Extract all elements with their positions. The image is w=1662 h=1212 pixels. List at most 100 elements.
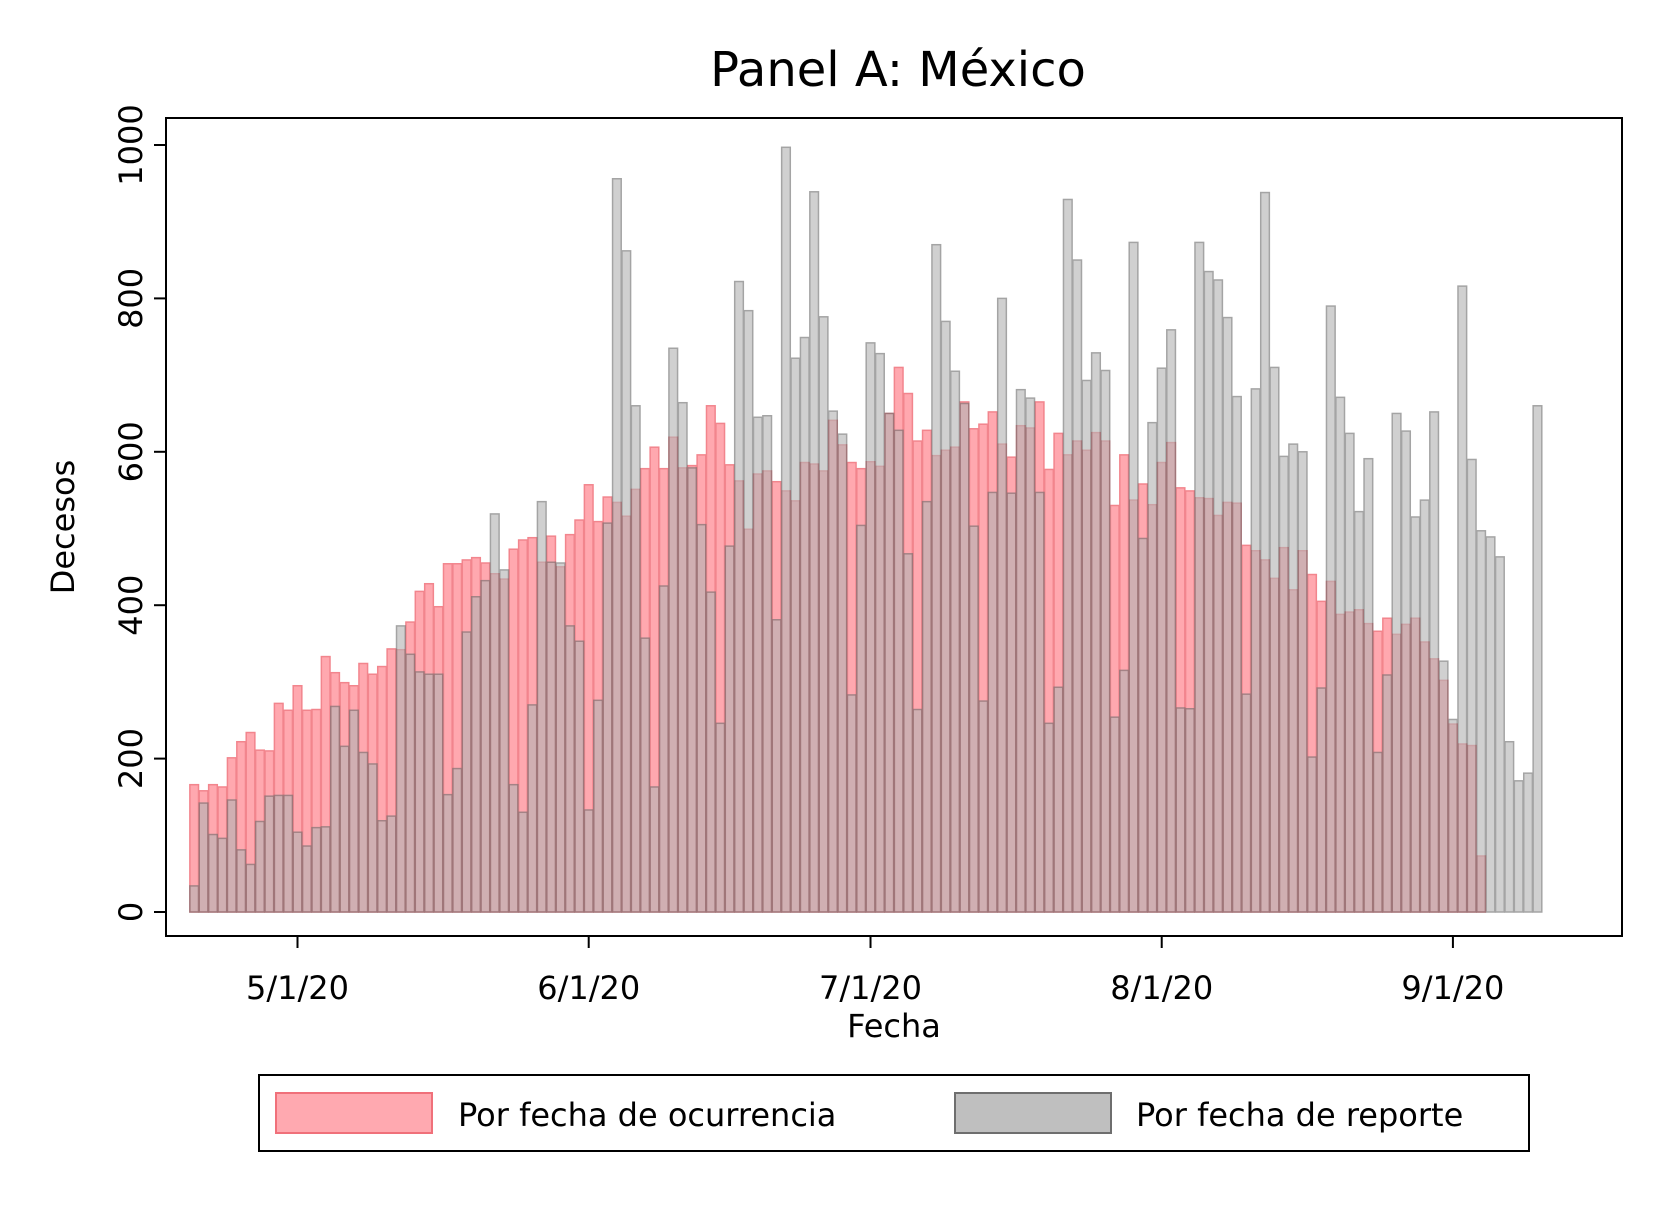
bar-reporte [414,671,425,913]
bar-reporte [1043,722,1055,913]
bar-reporte [1203,270,1214,913]
bar-reporte [1316,687,1327,913]
bar-reporte [1513,780,1524,913]
bar-reporte [593,699,604,913]
x-axis: 5/1/20 6/1/20 7/1/20 8/1/20 9/1/20 [246,936,1504,1007]
bar-reporte [1447,718,1458,913]
bar-reporte [405,653,416,913]
chart-title: Panel A: México [710,42,1086,98]
bar-reporte [1457,285,1468,913]
bar-reporte [959,402,970,913]
bar-reporte [1306,756,1318,913]
x-tick-label: 6/1/20 [537,969,640,1007]
bar-reporte [827,410,839,913]
bar-reporte [649,786,660,913]
bar-reporte [987,491,998,913]
bar-reporte [1081,379,1092,913]
bar-reporte [705,591,716,913]
bar-reporte [423,673,435,913]
bar-reporte [480,579,491,913]
bar-reporte [555,562,566,913]
bar-reporte [1090,352,1102,913]
bar-reporte [1353,510,1365,913]
bar-reporte [949,370,961,913]
bar-reporte [1184,708,1195,913]
bar-reporte [1231,395,1242,913]
bar-reporte [442,793,453,913]
bar-reporte [1466,458,1477,913]
bar-reporte [433,673,444,913]
bar-reporte [630,405,641,913]
bar-reporte [602,522,613,913]
bar-reporte [536,500,547,913]
bar-reporte [1485,536,1496,913]
legend-box [258,1074,1530,1152]
bar-reporte [1034,491,1045,913]
bar-reporte [658,585,669,913]
bar-reporte [517,811,529,913]
bar-reporte [611,178,622,913]
bar-reporte [1335,396,1346,913]
bar-reporte [640,637,651,913]
bar-reporte [320,826,331,913]
bar-reporte [461,631,472,913]
bar-reporte [762,415,773,913]
bar-reporte [1419,499,1430,913]
bar-reporte [489,513,500,913]
bar-reporte [1372,751,1383,913]
bar-reporte [799,336,810,913]
bar-reporte [846,694,857,913]
bar-reporte [1194,241,1205,913]
bar-reporte [818,316,829,913]
bar-reporte [874,352,885,913]
bar-reporte [1297,451,1308,913]
bar-reporte [1325,305,1336,913]
bar-reporte [1288,443,1299,913]
bar-reporte [386,815,397,913]
bar-reporte [236,849,247,913]
y-axis: 0 200 400 600 800 1000 [112,104,166,922]
bar-reporte [330,705,341,913]
bar-reporte [189,885,200,913]
bar-reporte [931,243,942,913]
bar-reporte [752,416,763,913]
bar-reporte [1259,191,1271,913]
bar-reporte [1278,455,1289,913]
bar-reporte [1175,707,1186,913]
bar-reporte [198,802,209,913]
bar-reporte [1504,740,1515,913]
bar-reporte [1100,369,1111,913]
plot-frame [165,117,1623,937]
bar-reporte [292,831,303,913]
bar-reporte [677,401,688,913]
bar-reporte [470,596,482,913]
bar-reporte [499,569,510,913]
bar-reporte [1344,432,1355,913]
x-tick-label: 5/1/20 [246,969,349,1007]
bar-reporte [217,837,228,913]
legend-label-ocurrencia: Por fecha de ocurrencia [458,1096,836,1134]
legend: Por fecha de ocurrencia Por fecha de rep… [258,1074,1530,1152]
bar-reporte [912,708,923,913]
bar-reporte [564,625,575,913]
bar-reporte [1025,397,1036,913]
y-tick-label: 200 [112,728,150,789]
bar-reporte [724,545,735,913]
bar-reporte [1438,660,1449,913]
bar-reporte [790,357,801,913]
bar-reporte [301,845,312,913]
bar-reporte [1363,457,1374,913]
bar-reporte [856,524,867,913]
bar-reporte [339,745,350,913]
bar-reporte [1072,259,1083,913]
bar-reporte [1006,492,1017,913]
bars-layer [189,146,1543,913]
bar-reporte [884,412,895,913]
bar-reporte [1166,329,1177,913]
bar-reporte [686,467,698,913]
y-tick-label: 1000 [112,104,150,185]
bar-reporte [1128,241,1139,913]
bar-reporte [743,309,754,913]
bar-reporte [583,809,594,913]
bar-reporte [546,561,557,913]
